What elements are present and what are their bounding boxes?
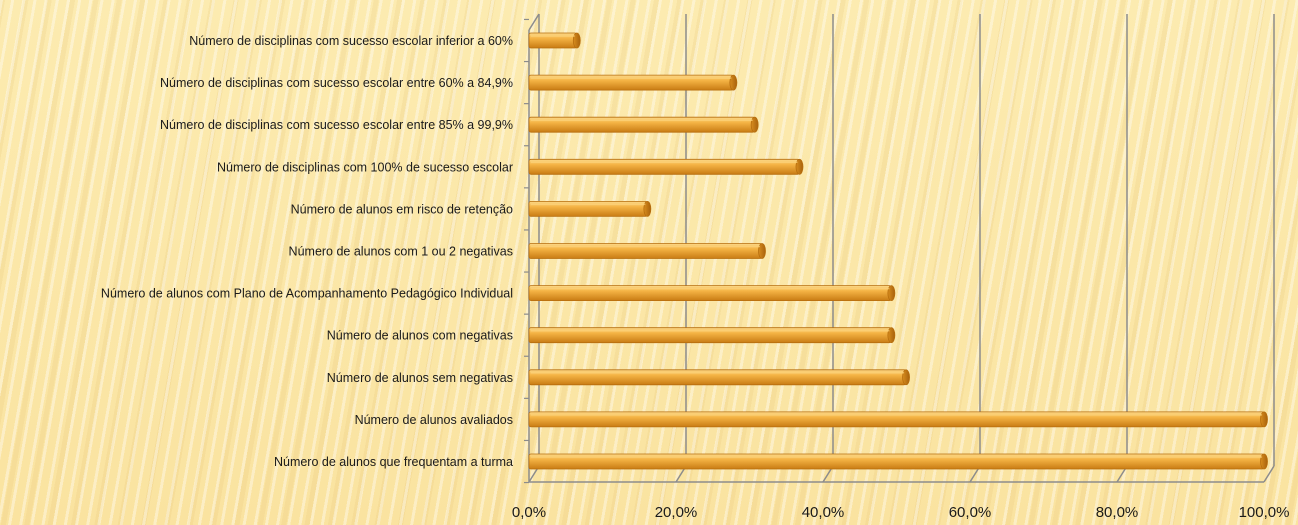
category-label: Número de alunos com negativas xyxy=(327,329,513,343)
bar-end-cap xyxy=(1260,453,1268,470)
x-tick-label: 20,0% xyxy=(655,504,698,521)
category-label: Número de alunos em risco de retenção xyxy=(291,202,513,216)
bar xyxy=(528,74,738,91)
floor-gridline xyxy=(1263,465,1275,483)
bar-end-cap xyxy=(750,116,759,133)
category-labels: Número de disciplinas com sucesso escola… xyxy=(101,34,513,469)
x-tick-label: 80,0% xyxy=(1096,504,1139,521)
x-tick-label: 100,0% xyxy=(1239,504,1290,521)
x-tick-label: 60,0% xyxy=(949,504,992,521)
category-label: Número de disciplinas com 100% de sucess… xyxy=(217,160,513,174)
bar xyxy=(528,116,759,133)
bar-end-cap xyxy=(902,369,910,386)
bar xyxy=(528,369,910,386)
bars xyxy=(528,32,1268,470)
x-tick-labels: 0,0% 20,0% 40,0% 60,0% 80,0% 100,0% xyxy=(512,504,1290,521)
y-axis-top-edge xyxy=(528,13,540,31)
category-label: Número de disciplinas com sucesso escola… xyxy=(160,118,513,132)
bar xyxy=(528,158,804,175)
x-tick-label: 0,0% xyxy=(512,504,546,521)
bar xyxy=(528,243,766,259)
bar-end-cap xyxy=(758,243,766,259)
category-label: Número de alunos com Plano de Acompanham… xyxy=(101,287,513,301)
bar-end-cap xyxy=(729,74,738,91)
bar xyxy=(528,327,896,344)
bar xyxy=(528,200,652,217)
category-label: Número de alunos com 1 ou 2 negativas xyxy=(289,245,513,259)
bar-end-cap xyxy=(643,200,652,217)
bar xyxy=(528,411,1268,428)
bar-end-cap xyxy=(572,32,581,49)
category-label: Número de alunos sem negativas xyxy=(327,371,513,385)
bar-end-cap xyxy=(795,158,804,175)
bar xyxy=(528,285,896,302)
bar-end-cap xyxy=(1260,411,1268,428)
bar xyxy=(528,453,1268,470)
category-label: Número de alunos que frequentam a turma xyxy=(274,455,513,469)
category-label: Número de disciplinas com sucesso escola… xyxy=(160,76,513,90)
category-label: Número de alunos avaliados xyxy=(355,413,513,427)
category-label: Número de disciplinas com sucesso escola… xyxy=(189,34,513,48)
x-tick-label: 40,0% xyxy=(802,504,845,521)
bar-end-cap xyxy=(887,285,896,302)
bar-end-cap xyxy=(887,327,896,344)
bar xyxy=(528,32,581,49)
